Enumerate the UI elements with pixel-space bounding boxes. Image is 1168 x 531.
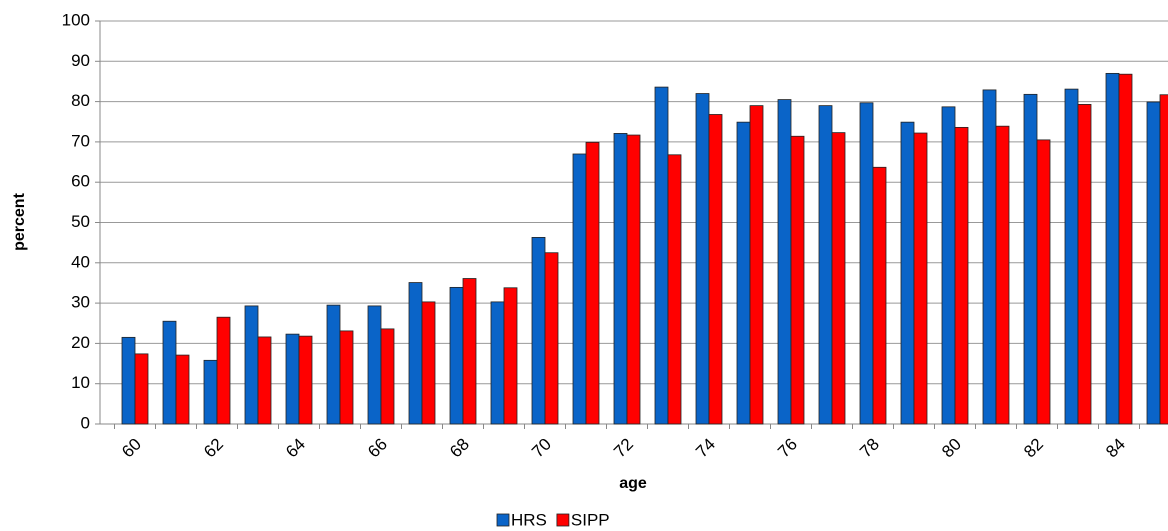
bar bbox=[203, 359, 218, 425]
bar bbox=[449, 286, 464, 425]
bar bbox=[462, 278, 477, 425]
y-tick-label: 20 bbox=[71, 333, 90, 352]
y-tick-label: 80 bbox=[71, 91, 90, 110]
x-tick-label: 68 bbox=[446, 435, 473, 462]
bar bbox=[421, 301, 436, 425]
bar bbox=[695, 93, 710, 425]
x-tick-label: 76 bbox=[774, 435, 801, 462]
bar bbox=[995, 125, 1010, 425]
x-tick-label: 62 bbox=[200, 435, 227, 462]
y-tick-label: 70 bbox=[71, 131, 90, 150]
bar bbox=[380, 328, 395, 425]
bar bbox=[1118, 73, 1133, 425]
bar bbox=[285, 333, 300, 425]
legend-swatch bbox=[556, 513, 570, 527]
bar bbox=[913, 132, 928, 425]
bar bbox=[339, 330, 354, 425]
bar bbox=[1036, 139, 1051, 425]
bar bbox=[1077, 104, 1092, 425]
x-tick-label: 84 bbox=[1102, 435, 1129, 462]
bar bbox=[531, 237, 546, 425]
bar bbox=[367, 305, 382, 425]
y-tick-label: 60 bbox=[71, 172, 90, 191]
bar bbox=[1159, 94, 1168, 425]
bar bbox=[777, 99, 792, 425]
bar bbox=[1146, 101, 1161, 425]
bar bbox=[749, 105, 764, 425]
bar bbox=[162, 320, 177, 425]
bar bbox=[790, 135, 805, 425]
bar bbox=[708, 114, 723, 425]
legend-swatch bbox=[496, 513, 510, 527]
bar bbox=[818, 105, 833, 425]
legend-label: SIPP bbox=[571, 510, 610, 529]
bar bbox=[408, 282, 423, 425]
bar bbox=[544, 252, 559, 425]
bar bbox=[736, 121, 751, 425]
bar bbox=[298, 335, 313, 425]
bar bbox=[490, 301, 505, 425]
y-tick-label: 0 bbox=[81, 413, 90, 432]
x-tick-label: 60 bbox=[118, 435, 145, 462]
bar bbox=[954, 126, 969, 425]
bar bbox=[134, 353, 149, 425]
bar bbox=[257, 336, 272, 425]
legend-label: HRS bbox=[511, 510, 547, 529]
bar bbox=[613, 133, 628, 425]
bar bbox=[626, 134, 641, 425]
bar bbox=[941, 106, 956, 425]
x-tick-label: 78 bbox=[856, 435, 883, 462]
x-tick-label: 66 bbox=[364, 435, 391, 462]
x-tick-label: 80 bbox=[938, 435, 965, 462]
y-tick-label: 50 bbox=[71, 212, 90, 231]
bar bbox=[831, 132, 846, 425]
x-tick-label: 74 bbox=[692, 435, 719, 462]
bar bbox=[667, 154, 682, 425]
x-axis-title: age bbox=[619, 475, 647, 492]
x-tick-label: 64 bbox=[282, 435, 309, 462]
bar bbox=[216, 316, 231, 425]
bar bbox=[326, 304, 341, 425]
bar bbox=[654, 86, 669, 425]
bar bbox=[872, 166, 887, 425]
bar bbox=[121, 336, 136, 425]
y-tick-label: 100 bbox=[62, 10, 90, 29]
bar bbox=[572, 153, 587, 425]
bar bbox=[503, 287, 518, 425]
x-tick-label: 70 bbox=[528, 435, 555, 462]
bar bbox=[585, 141, 600, 425]
bar bbox=[1023, 93, 1038, 425]
x-tick-label: 82 bbox=[1020, 435, 1047, 462]
bar bbox=[1064, 88, 1079, 425]
y-tick-label: 30 bbox=[71, 293, 90, 312]
bar bbox=[982, 89, 997, 425]
y-tick-label: 40 bbox=[71, 252, 90, 271]
bar bbox=[1105, 72, 1120, 425]
bar bbox=[900, 121, 915, 425]
y-tick-label: 10 bbox=[71, 373, 90, 392]
x-tick-label: 72 bbox=[610, 435, 637, 462]
bar bbox=[859, 102, 874, 425]
bar bbox=[244, 305, 259, 425]
y-tick-label: 90 bbox=[71, 51, 90, 70]
y-axis-title: percent bbox=[11, 192, 28, 250]
bar bbox=[175, 354, 190, 425]
